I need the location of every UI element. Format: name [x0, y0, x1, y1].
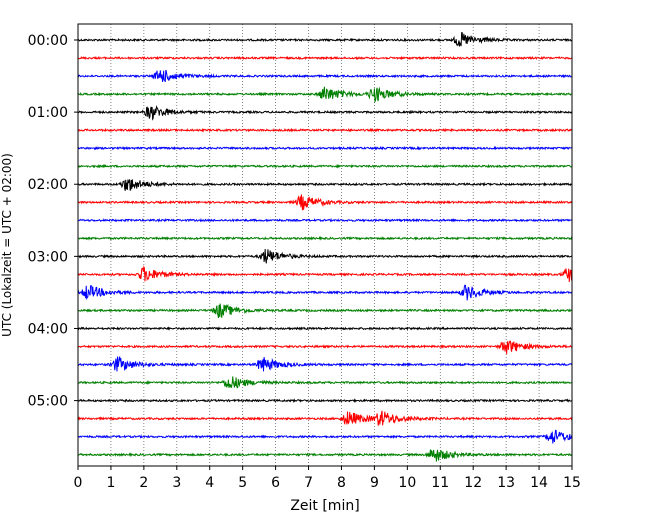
trace-0100 [77, 105, 573, 121]
x-tick-label: 15 [563, 475, 581, 491]
trace-0345 [77, 303, 573, 319]
y-tick-label: 01:00 [28, 105, 68, 121]
trace-0400 [77, 326, 573, 331]
trace-0430 [77, 355, 573, 372]
x-tick-label: 12 [464, 475, 482, 491]
plot-frame [77, 23, 573, 467]
plot-area [78, 24, 572, 466]
x-tick-label: 13 [497, 475, 515, 491]
trace-0015 [77, 55, 573, 61]
trace-0245 [77, 235, 573, 241]
trace-0145 [77, 163, 573, 169]
x-tick-label: 11 [431, 475, 449, 491]
y-tick-label: 05:00 [28, 394, 68, 410]
trace-0215 [77, 194, 573, 211]
trace-0130 [77, 145, 573, 151]
x-tick-label: 10 [398, 475, 416, 491]
trace-0545 [77, 449, 573, 462]
trace-0315 [77, 265, 573, 282]
trace-0300 [77, 249, 573, 264]
x-tick-label: 7 [304, 475, 313, 491]
x-tick-label: 14 [530, 475, 548, 491]
y-tick-label: 00:00 [28, 33, 68, 49]
trace-0445 [77, 376, 573, 389]
trace-0330 [77, 284, 573, 301]
x-tick-label: 4 [205, 475, 214, 491]
y-tick-label: 03:00 [28, 249, 68, 265]
trace-0200 [77, 179, 573, 191]
seismogram-traces [77, 31, 573, 462]
trace-0000 [77, 31, 573, 47]
trace-0115 [77, 127, 573, 133]
trace-0515 [77, 410, 573, 426]
x-tick-label: 6 [271, 475, 280, 491]
x-axis-label: Zeit [min] [290, 498, 359, 514]
trace-0230 [77, 217, 573, 223]
trace-0530 [77, 429, 573, 444]
x-tick-label: 2 [139, 475, 148, 491]
x-tick-label: 1 [106, 475, 115, 491]
x-axis-ticks: 0 1 2 3 4 5 6 7 8 9 10 11 12 13 14 15 [74, 466, 581, 491]
trace-0030 [77, 69, 573, 83]
y-tick-label: 02:00 [28, 177, 68, 193]
trace-0045 [77, 86, 573, 104]
x-tick-label: 0 [74, 475, 83, 491]
x-tick-label: 5 [238, 475, 247, 491]
trace-0500 [77, 398, 573, 404]
trace-0415 [77, 340, 573, 355]
y-tick-label: 04:00 [28, 321, 68, 337]
x-tick-label: 9 [370, 475, 379, 491]
x-tick-label: 8 [337, 475, 346, 491]
x-tick-label: 3 [172, 475, 181, 491]
y-axis-ticks: 00:00 01:00 02:00 03:00 04:00 05:00 [28, 33, 78, 410]
y-axis-label: UTC (Lokalzeit = UTC + 02:00) [0, 153, 14, 337]
